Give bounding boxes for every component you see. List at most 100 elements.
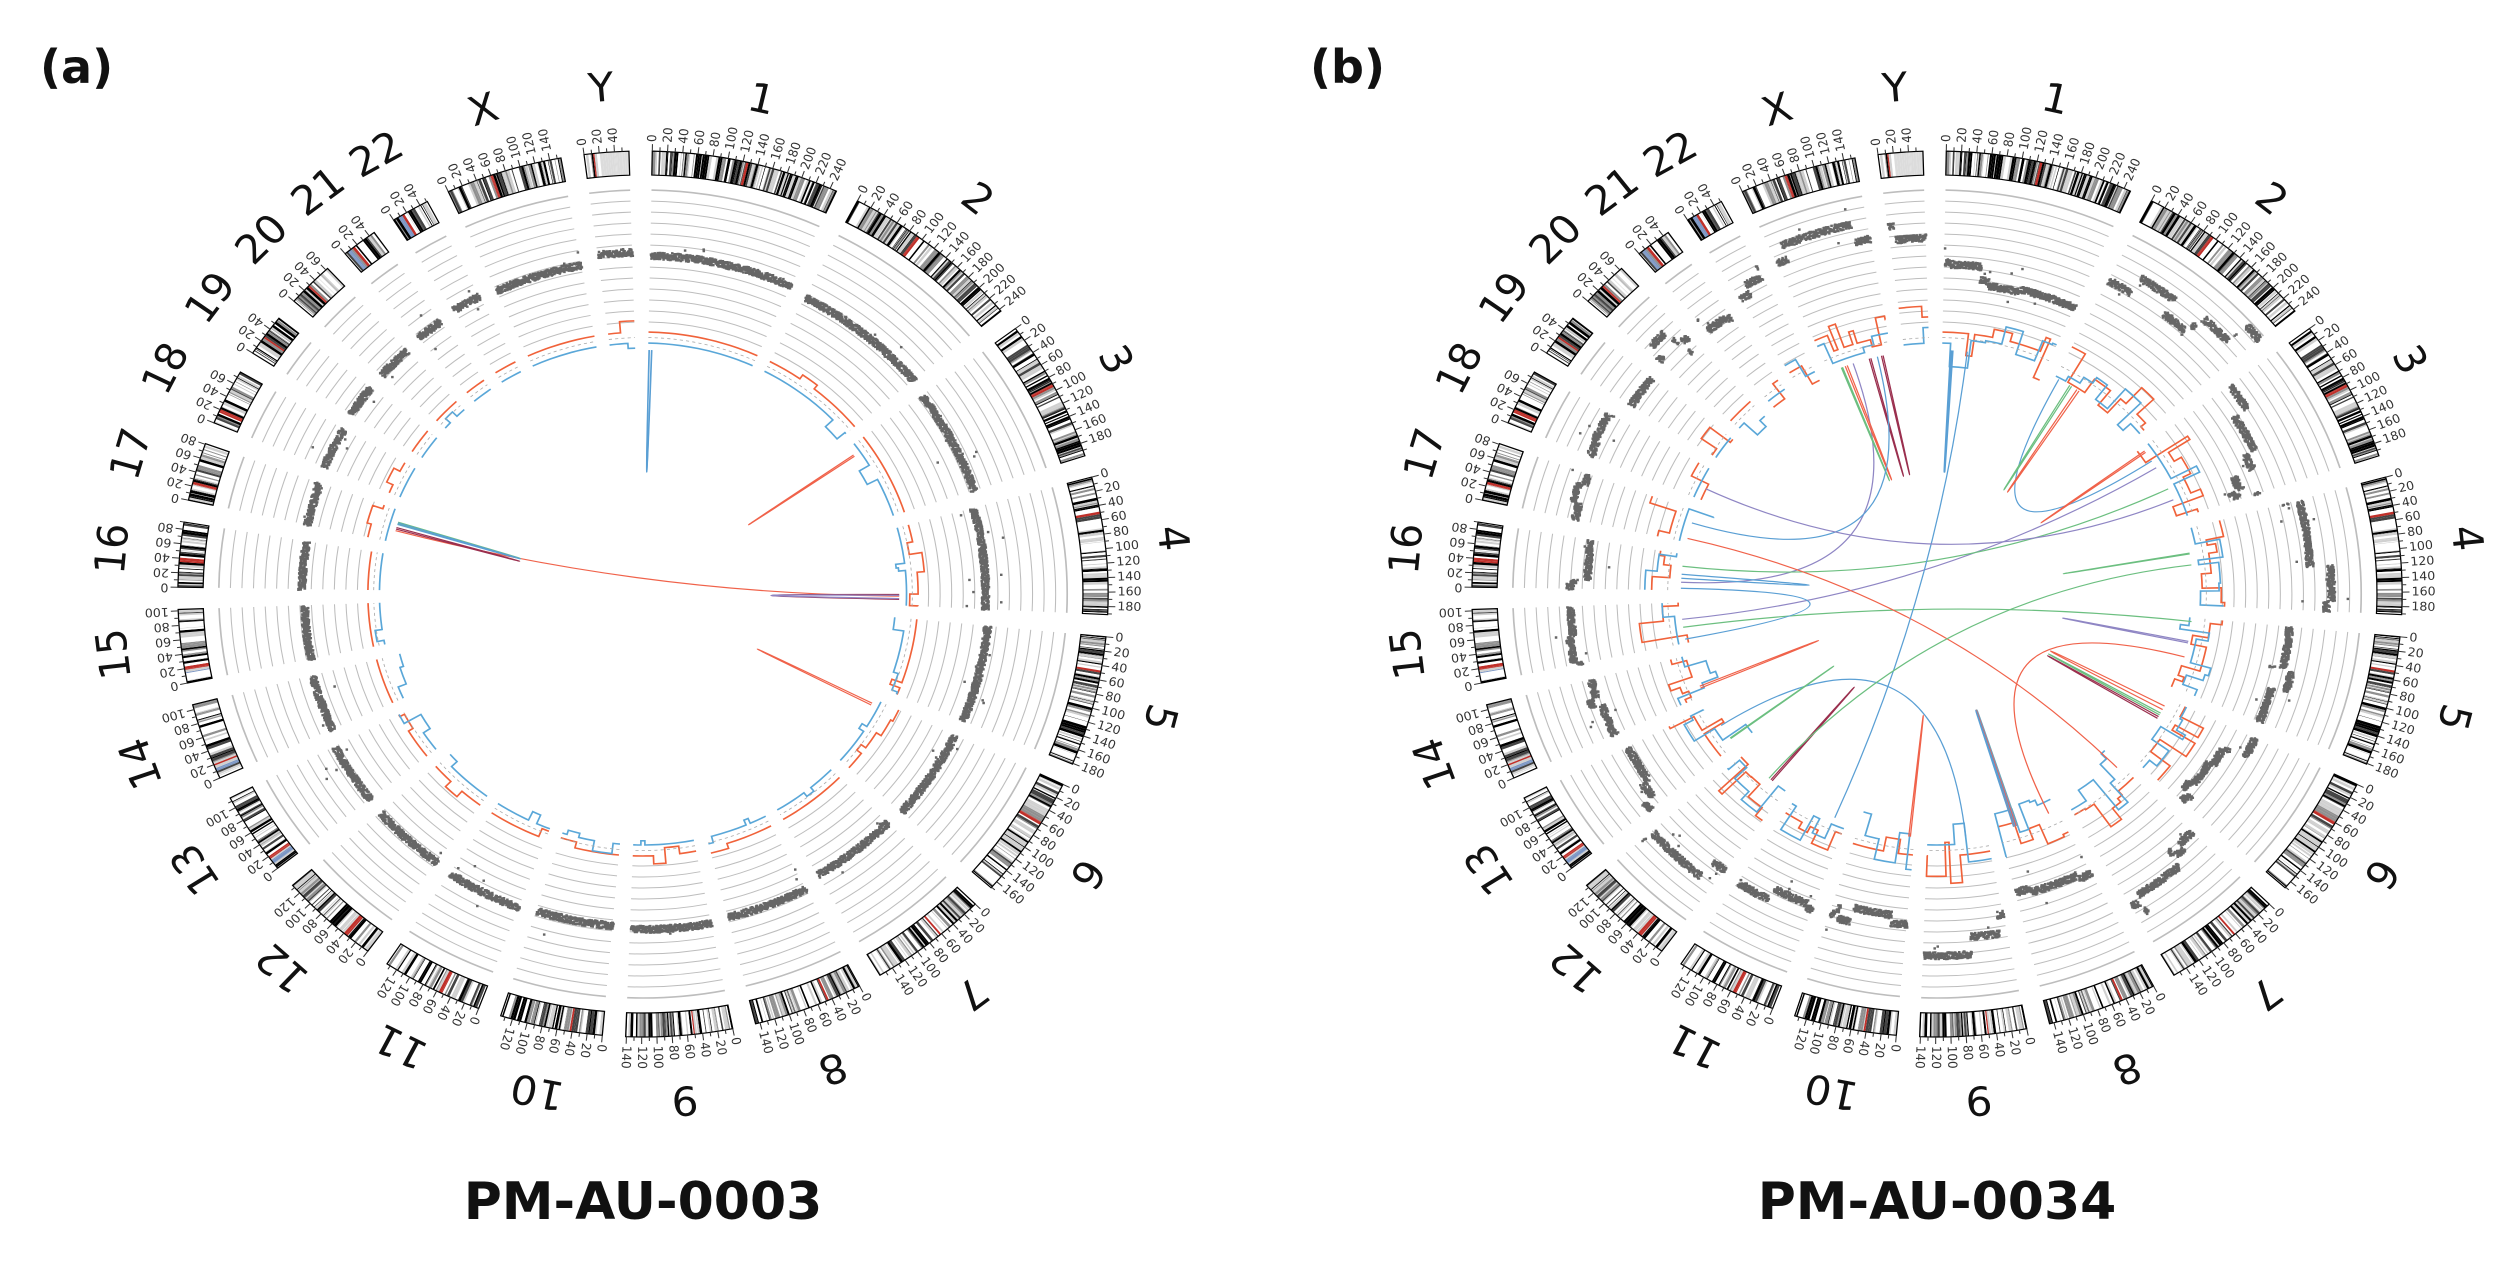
- cytoband: [178, 614, 204, 618]
- tick-mark: [838, 995, 842, 1000]
- loss-step-line: [449, 753, 488, 798]
- tick-mark: [1059, 790, 1064, 794]
- cytoband: [945, 897, 965, 916]
- cytoband: [233, 792, 257, 805]
- tick-mark: [2029, 155, 2032, 160]
- cytoband: [203, 448, 228, 458]
- cytoband: [472, 983, 483, 1007]
- cytoband: [976, 865, 997, 884]
- tick-label: 120: [738, 129, 757, 154]
- tick-label: 140: [2411, 569, 2436, 583]
- cytoband: [2353, 450, 2378, 460]
- cytoband: [1554, 340, 1577, 356]
- track-ring: [287, 681, 311, 740]
- cytoband: [204, 445, 229, 456]
- track-ring: [452, 362, 472, 378]
- track-ring: [421, 245, 452, 263]
- cytoband: [1493, 720, 1519, 731]
- cytoband: [1743, 974, 1756, 998]
- tick-label: 120: [771, 1025, 792, 1051]
- cytoband: [229, 389, 253, 403]
- cytoband: [2209, 246, 2227, 267]
- track-ring: [1923, 925, 2006, 933]
- loss-step-line: [2190, 527, 2224, 607]
- cytoband: [1009, 825, 1031, 839]
- track-ring: [329, 490, 343, 530]
- cytoband: [1542, 816, 1566, 831]
- cytoband: [643, 1012, 646, 1037]
- cytoband: [1509, 758, 1534, 770]
- cytoband: [1689, 218, 1704, 240]
- cytoband: [806, 182, 817, 206]
- track-ring: [1943, 299, 2066, 328]
- cytoband: [2108, 979, 2120, 1002]
- tick-mark: [2362, 413, 2371, 417]
- track-ring: [801, 303, 908, 386]
- cytoband: [2352, 732, 2377, 741]
- cytoband: [258, 344, 280, 359]
- cytoband: [1853, 1006, 1860, 1031]
- cytoband: [2004, 156, 2011, 181]
- track-ring: [779, 342, 873, 414]
- cytoband: [325, 270, 343, 289]
- cytoband: [1489, 709, 1515, 719]
- cytoband: [1836, 160, 1845, 185]
- track-ring: [871, 430, 915, 510]
- cytoband: [420, 204, 434, 226]
- cytoband: [1596, 879, 1617, 898]
- cytoband: [599, 1011, 603, 1036]
- cytoband: [719, 1006, 726, 1031]
- cytoband: [2216, 916, 2234, 937]
- tick-mark: [402, 206, 408, 213]
- cytoband: [1641, 917, 1659, 938]
- track-ring: [322, 604, 330, 656]
- cytoband: [1076, 515, 1102, 523]
- copy-number-points-9: [629, 919, 714, 935]
- chromosome-outline-11: [386, 943, 489, 1010]
- cytoband: [935, 905, 955, 925]
- cytoband: [2307, 818, 2330, 833]
- cytoband: [1563, 843, 1584, 859]
- cytoband: [2371, 521, 2397, 528]
- cytoband: [450, 975, 464, 999]
- cytoband: [1605, 282, 1625, 301]
- cytoband: [1916, 151, 1920, 176]
- tick-label: 40: [2404, 660, 2422, 676]
- gain-step-line: [1771, 379, 1786, 408]
- cytoband: [1079, 643, 1105, 648]
- cytoband: [967, 294, 987, 312]
- tick-label: 60: [2404, 508, 2422, 524]
- sv-link: [1691, 356, 1890, 540]
- tick-mark: [517, 159, 521, 167]
- cytoband: [1050, 749, 1076, 761]
- tick-mark: [2389, 693, 2398, 697]
- tick-mark: [1041, 822, 1048, 827]
- cytoband: [1012, 819, 1036, 835]
- cytoband: [807, 981, 820, 1005]
- cytoband: [1529, 796, 1553, 810]
- cytoband: [274, 321, 297, 339]
- track-ring: [421, 912, 502, 952]
- cytoband: [1075, 668, 1101, 675]
- cytoband: [183, 657, 209, 664]
- cytoband: [1807, 167, 1817, 192]
- cytoband: [547, 160, 554, 184]
- track-ring: [401, 794, 454, 841]
- copy-number-points-16: [297, 541, 311, 591]
- track-ring: [1802, 293, 1881, 318]
- cytoband: [221, 406, 245, 418]
- cytoband: [684, 1010, 689, 1036]
- cytoband: [1565, 846, 1588, 864]
- track-ring: [489, 352, 511, 365]
- tick-mark: [1513, 400, 1518, 404]
- cytoband: [1817, 165, 1826, 190]
- track-ring: [972, 358, 1036, 472]
- track-ring: [379, 457, 397, 490]
- track-rings: [218, 189, 1069, 999]
- tick-mark: [261, 332, 266, 336]
- tick-label: 20: [194, 394, 215, 413]
- tick-label: 20: [2138, 998, 2158, 1018]
- cytoband: [1614, 274, 1633, 292]
- tick-mark: [742, 154, 746, 162]
- tick-mark: [198, 449, 203, 452]
